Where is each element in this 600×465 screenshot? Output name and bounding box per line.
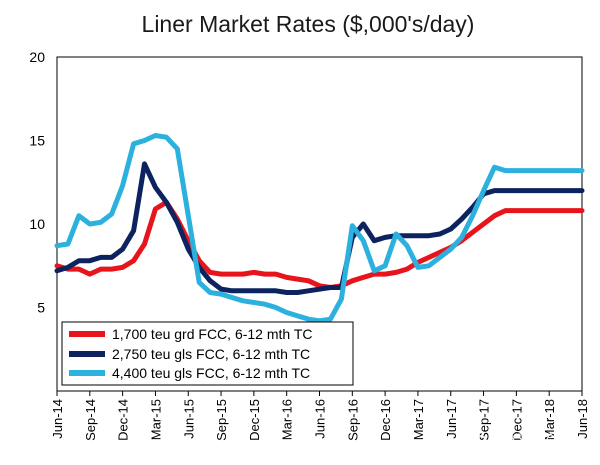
series-1700-line: [54, 199, 585, 290]
y-tick-label: 20: [29, 49, 45, 65]
x-tick-label: Sep-14: [83, 399, 98, 441]
x-tick-label: Sep-16: [345, 399, 360, 441]
x-tick-label: Mar-15: [148, 399, 163, 440]
x-tick-label: Dec-17: [509, 399, 524, 441]
series-2750-line: [54, 161, 585, 295]
x-tick-label: Jun-17: [444, 399, 459, 439]
chart-title: Liner Market Rates ($,000's/day): [142, 11, 475, 37]
legend-box: [61, 321, 354, 386]
watermark: 航运交易公报: [464, 430, 568, 447]
x-tick-label: Jun-16: [313, 399, 328, 439]
legend-label-2750: 2,750 teu gls FCC, 6-12 mth TC: [112, 346, 310, 362]
series-lines: [54, 133, 585, 324]
x-tick-label: Sep-15: [214, 399, 229, 441]
x-tick-label: Jun-14: [50, 399, 65, 439]
legend: 1,700 teu grd FCC, 6-12 mth TC 2,750 teu…: [61, 321, 354, 386]
watermark-text: 航运交易公报: [490, 431, 568, 447]
wechat-icon: [464, 430, 487, 447]
y-tick-label: 10: [29, 216, 45, 232]
x-tick-label: Dec-16: [378, 399, 393, 441]
x-tick-label: Mar-17: [411, 399, 426, 440]
y-tick-label: 5: [37, 300, 45, 316]
x-tick-label: Dec-14: [116, 399, 131, 441]
series-4400-line: [54, 133, 585, 324]
x-tick-label: Sep-17: [477, 399, 492, 441]
x-axis: Jun-14 Sep-14 Dec-14 Mar-15 Jun-15 Sep-15 Dec-…: [50, 391, 590, 441]
legend-label-4400: 4,400 teu gls FCC, 6-12 mth TC: [112, 365, 310, 381]
legend-label-1700: 1,700 teu grd FCC, 6-12 mth TC: [112, 326, 313, 342]
x-tick-label: Dec-15: [247, 399, 262, 441]
x-tick-label: Jun-18: [575, 399, 590, 439]
x-tick-label: Mar-16: [280, 399, 295, 440]
y-axis: 5 10 15 20: [29, 49, 45, 316]
x-tick-label: Mar-18: [542, 399, 557, 440]
x-tick-label: Jun-15: [181, 399, 196, 439]
y-tick-label: 15: [29, 133, 45, 149]
